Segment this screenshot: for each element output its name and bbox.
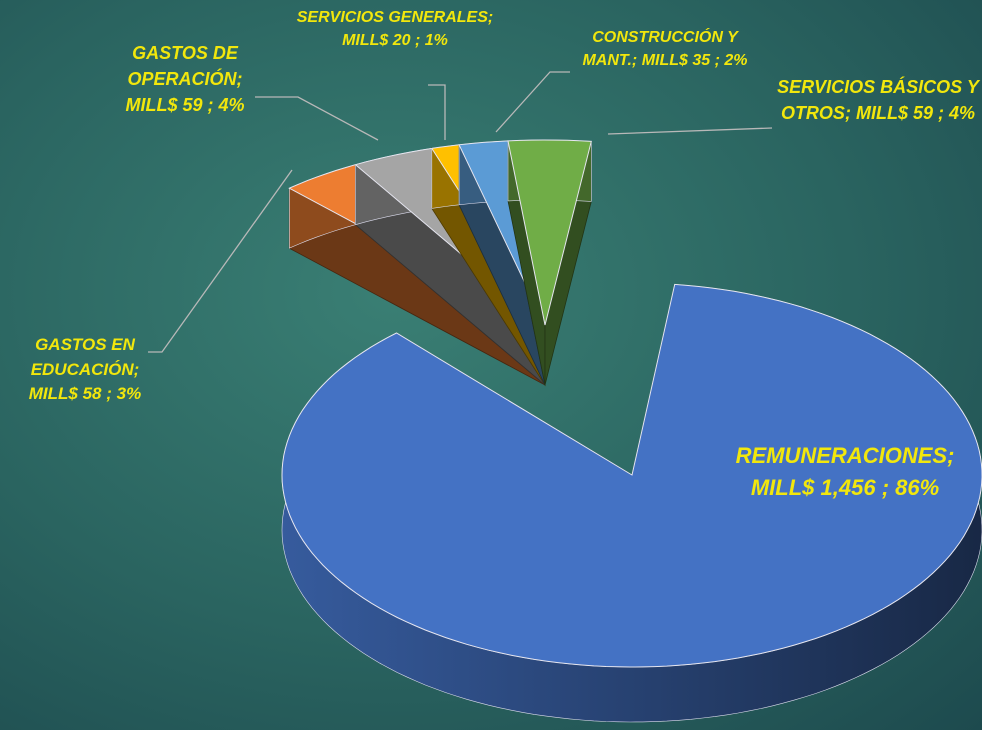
label-part: ;: [881, 474, 890, 500]
label-part: ;: [236, 69, 243, 90]
leader-line: [607, 127, 773, 135]
leader-line: [495, 71, 570, 133]
label-part: MILL$: [855, 103, 908, 124]
label-part: 2%: [724, 52, 748, 70]
data-label: SERVICIOS GENERALES; MILL$ 20 ; 1%: [290, 6, 500, 52]
label-part: 1%: [424, 32, 448, 50]
label-part: ;: [844, 103, 851, 124]
label-part: ;: [714, 52, 720, 70]
data-label: CONSTRUCCIÓN Y MANT.; MILL$ 35 ; 2%: [565, 26, 765, 72]
data-label: REMUNERACIONES; MILL$ 1,456 ; 86%: [715, 440, 975, 504]
leader-line: [148, 169, 293, 353]
label-part: 1,456: [820, 474, 876, 500]
label-part: MILL$: [342, 32, 389, 50]
label-part: 3%: [116, 384, 142, 404]
label-part: MILL$: [125, 95, 178, 116]
label-part: SERVICIOS GENERALES: [296, 9, 488, 26]
label-part: 20: [392, 32, 411, 50]
label-part: MILL$: [750, 474, 815, 500]
data-label: GASTOS EN EDUCACIÓN; MILL$ 58 ; 3%: [10, 333, 160, 407]
label-part: 86%: [895, 474, 940, 500]
label-part: 35: [692, 52, 711, 70]
leader-line: [428, 84, 446, 140]
label-part: ;: [938, 103, 945, 124]
label-part: ;: [947, 443, 955, 468]
label-part: 4%: [949, 103, 976, 124]
label-part: MILL$: [28, 384, 78, 404]
label-part: GASTOS DE OPERACIÓN: [127, 43, 238, 90]
leader-line: [255, 96, 379, 141]
label-part: 59: [912, 103, 934, 124]
label-part: 59: [182, 95, 203, 116]
slice-top: [507, 139, 592, 326]
data-label: SERVICIOS BÁSICOS Y OTROS; MILL$ 59 ; 4%: [773, 74, 982, 126]
label-part: ;: [487, 9, 494, 26]
label-part: 4%: [218, 95, 245, 116]
label-part: 58: [82, 384, 102, 404]
label-part: ;: [106, 384, 112, 404]
label-part: MILL$: [641, 52, 688, 70]
label-part: ;: [415, 32, 421, 50]
label-part: SERVICIOS BÁSICOS Y OTROS: [777, 77, 979, 124]
label-part: CONSTRUCCIÓN Y MANT.: [582, 29, 738, 70]
label-part: REMUNERACIONES: [735, 443, 948, 468]
label-part: ;: [207, 95, 214, 116]
label-part: ;: [631, 52, 638, 70]
slice-top: [281, 283, 982, 668]
slice: [281, 283, 982, 723]
label-part: GASTOS EN EDUCACIÓN: [30, 335, 135, 379]
data-label: GASTOS DE OPERACIÓN; MILL$ 59 ; 4%: [105, 40, 265, 118]
slice: [507, 139, 592, 386]
label-part: ;: [133, 359, 140, 379]
